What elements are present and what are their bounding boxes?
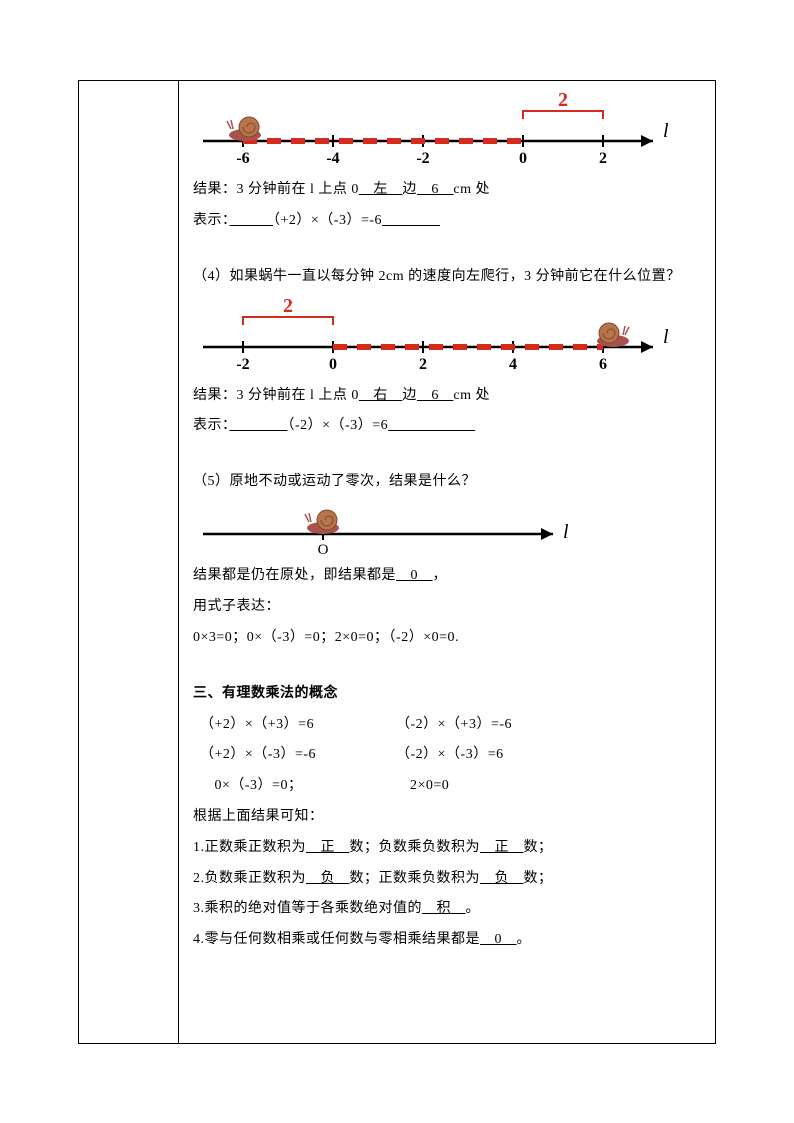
- formula: 2×0=0: [410, 778, 449, 793]
- formula: （-2）×（-3）=6: [288, 418, 389, 433]
- axis-label: l: [663, 120, 669, 142]
- text: 数；正数乘负数积为: [350, 871, 481, 886]
- answer-blank: 0: [480, 932, 517, 947]
- express-line-3: 表示： （+2）×（-3）=-6: [193, 206, 705, 237]
- answer-blank: 0: [396, 568, 433, 583]
- rule-2: 2.负数乘正数积为 负 数；正数乘负数积为 负 数；: [193, 864, 705, 895]
- result-line-3: 结果：3 分钟前在 l 上点 0 左 边 6 cm 处: [193, 175, 705, 206]
- svg-text:l: l: [563, 521, 569, 543]
- snail-icon: [227, 117, 261, 141]
- snail-icon: [597, 323, 629, 347]
- result-line-5: 结果都是仍在原处，即结果都是 0 ，: [193, 561, 705, 592]
- question-4: （4）如果蜗牛一直以每分钟 2cm 的速度向左爬行，3 分钟前它在什么位置？: [193, 262, 705, 293]
- text: 3.乘积的绝对值等于各乘数绝对值的: [193, 901, 422, 916]
- answer-blank: 正: [480, 840, 524, 855]
- formula-row-2: （+2）×（-3）=-6（-2）×（-3）=6: [193, 740, 705, 771]
- answer-blank: 积: [422, 901, 466, 916]
- section-3-title: 三、有理数乘法的概念: [193, 679, 705, 710]
- blank: [382, 213, 440, 228]
- blank: [230, 213, 274, 228]
- spacer: [193, 442, 705, 467]
- answer-blank: 负: [306, 871, 350, 886]
- svg-text:2: 2: [419, 356, 427, 373]
- svg-text:O: O: [318, 542, 329, 557]
- result-line-4: 结果：3 分钟前在 l 上点 0 右 边 6 cm 处: [193, 381, 705, 412]
- page-table: 2 -6 -4 -2 0 2 l: [78, 80, 716, 1044]
- formula: （-2）×（-3）=6: [396, 747, 504, 762]
- number-line-diagram-1: 2 -6 -4 -2 0 2 l: [193, 91, 673, 171]
- answer-blank: 正: [306, 840, 350, 855]
- text: 边: [402, 388, 417, 403]
- question-5: （5）原地不动或运动了零次，结果是什么？: [193, 467, 705, 498]
- inference-intro: 根据上面结果可知：: [193, 802, 705, 833]
- svg-text:-6: -6: [236, 150, 249, 167]
- svg-text:0: 0: [519, 150, 527, 167]
- formula: （+2）×（+3）=6: [200, 710, 396, 741]
- number-line-diagram-2: 2 -2 0 2 4 6 l: [193, 297, 673, 377]
- formula: 0×（-3）=0；: [200, 771, 410, 802]
- text: 。: [466, 901, 481, 916]
- formula: （+2）×（-3）=-6: [273, 213, 382, 228]
- answer-blank: 6: [417, 388, 454, 403]
- svg-text:-4: -4: [326, 150, 339, 167]
- text: ，: [433, 568, 448, 583]
- number-line-diagram-3: O l: [193, 502, 573, 557]
- formula-row-3: 0×（-3）=0；2×0=0: [193, 771, 705, 802]
- svg-text:-2: -2: [236, 356, 249, 373]
- text: 数；: [524, 840, 553, 855]
- formula: （-2）×（+3）=-6: [396, 717, 512, 732]
- rule-4: 4.零与任何数相乘或任何数与零相乘结果都是 0 。: [193, 925, 705, 956]
- formula: （+2）×（-3）=-6: [200, 740, 396, 771]
- text: 表示：: [193, 418, 230, 433]
- svg-text:2: 2: [599, 150, 607, 167]
- text: 数；: [524, 871, 553, 886]
- answer-blank: 右: [359, 388, 403, 403]
- answer-blank: 6: [417, 182, 454, 197]
- bracket-label: 2: [558, 91, 568, 111]
- blank: [388, 418, 475, 433]
- svg-text:6: 6: [599, 356, 607, 373]
- blank: [230, 418, 288, 433]
- text: 1.正数乘正数积为: [193, 840, 306, 855]
- text: 2.负数乘正数积为: [193, 871, 306, 886]
- text: 表示：: [193, 213, 230, 228]
- rule-1: 1.正数乘正数积为 正 数；负数乘负数积为 正 数；: [193, 833, 705, 864]
- text: cm 处: [453, 182, 490, 197]
- formula-row-1: （+2）×（+3）=6（-2）×（+3）=-6: [193, 710, 705, 741]
- formula-5: 0×3=0；0×（-3）=0；2×0=0；（-2）×0=0.: [193, 623, 705, 654]
- spacer: [193, 654, 705, 679]
- snail-icon: [305, 510, 339, 534]
- svg-text:l: l: [663, 326, 669, 348]
- text: 4.零与任何数相乘或任何数与零相乘结果都是: [193, 932, 480, 947]
- rule-3: 3.乘积的绝对值等于各乘数绝对值的 积 。: [193, 894, 705, 925]
- svg-text:0: 0: [329, 356, 337, 373]
- svg-text:4: 4: [509, 356, 517, 373]
- text: 。: [517, 932, 532, 947]
- express-label-5: 用式子表达：: [193, 592, 705, 623]
- answer-blank: 负: [480, 871, 524, 886]
- content-column: 2 -6 -4 -2 0 2 l: [179, 81, 715, 1043]
- text: 数；负数乘负数积为: [350, 840, 481, 855]
- svg-text:-2: -2: [416, 150, 429, 167]
- express-line-4: 表示： （-2）×（-3）=6: [193, 411, 705, 442]
- text: 结果：3 分钟前在 l 上点 0: [193, 388, 359, 403]
- text: cm 处: [453, 388, 490, 403]
- text: 边: [402, 182, 417, 197]
- answer-blank: 左: [359, 182, 403, 197]
- left-column: [79, 81, 179, 1043]
- text: 结果：3 分钟前在 l 上点 0: [193, 182, 359, 197]
- text: 结果都是仍在原处，即结果都是: [193, 568, 396, 583]
- svg-text:2: 2: [283, 297, 293, 317]
- spacer: [193, 237, 705, 262]
